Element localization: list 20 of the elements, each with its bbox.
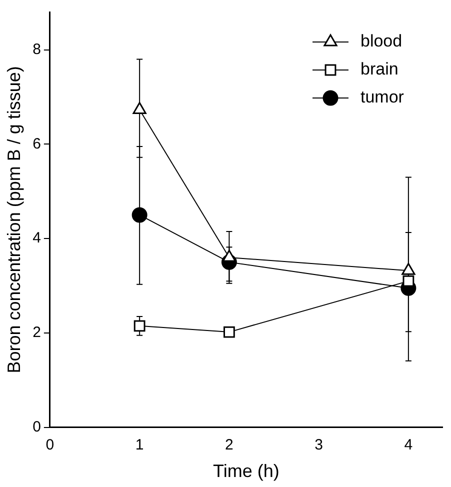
y-tick-label: 2 bbox=[32, 324, 41, 342]
point bbox=[402, 275, 414, 287]
y-tick-label: 0 bbox=[32, 418, 41, 436]
x-tick-label: 2 bbox=[225, 436, 234, 454]
point bbox=[223, 326, 235, 338]
y-axis-title: Boron concentration (ppm B / g tissue) bbox=[4, 66, 24, 374]
x-tick-label: 0 bbox=[46, 436, 54, 454]
point bbox=[134, 320, 146, 332]
point bbox=[132, 102, 146, 114]
x-tick-label: 3 bbox=[314, 436, 323, 454]
legend-label: blood bbox=[360, 32, 402, 51]
y-tick-label: 6 bbox=[32, 135, 41, 152]
point bbox=[132, 207, 148, 223]
legend-label: tumor bbox=[360, 88, 404, 107]
x-tick-label: 4 bbox=[404, 436, 413, 454]
x-tick-label: 1 bbox=[135, 436, 144, 454]
legend-label: brain bbox=[360, 60, 398, 79]
x-axis-title: Time (h) bbox=[213, 461, 280, 482]
y-tick-label: 8 bbox=[32, 40, 41, 58]
y-tick-label: 4 bbox=[32, 230, 41, 247]
